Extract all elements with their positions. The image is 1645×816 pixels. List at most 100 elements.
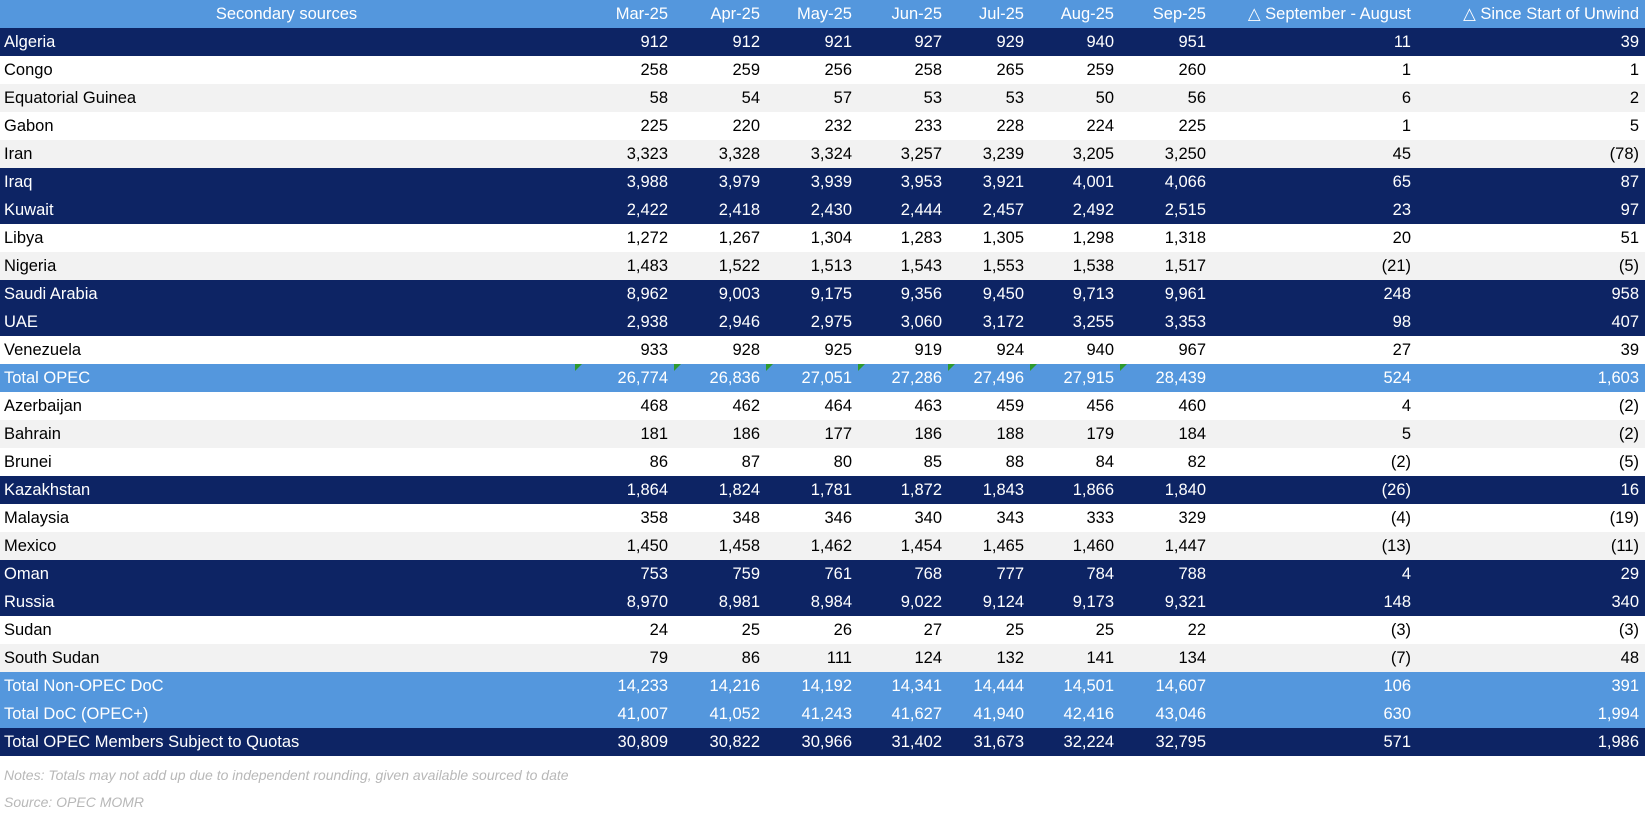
table-cell: 784 — [1030, 560, 1120, 588]
table-cell: 921 — [766, 28, 858, 56]
table-cell: 30,822 — [674, 728, 766, 756]
table-cell: 65 — [1212, 168, 1417, 196]
table-cell: 2,430 — [766, 196, 858, 224]
row-label: Russia — [0, 588, 575, 616]
table-cell: 463 — [858, 392, 948, 420]
table-cell: 1,824 — [674, 476, 766, 504]
table-cell: 53 — [858, 84, 948, 112]
row-label: Algeria — [0, 28, 575, 56]
table-cell: 1,538 — [1030, 252, 1120, 280]
table-cell: 260 — [1120, 56, 1212, 84]
table-cell: 1,994 — [1417, 700, 1645, 728]
header-change-since-unwind: △ Since Start of Unwind — [1417, 0, 1645, 28]
table-row: Iran 3,323 3,328 3,324 3,257 3,239 3,205 3,250 4… — [0, 140, 1645, 168]
table-cell: 346 — [766, 504, 858, 532]
table-cell: 912 — [575, 28, 674, 56]
table-cell: 51 — [1417, 224, 1645, 252]
table-cell: 26,774 — [575, 364, 674, 392]
table-cell: 8,984 — [766, 588, 858, 616]
table-cell: 80 — [766, 448, 858, 476]
table-cell: 85 — [858, 448, 948, 476]
table-cell: 333 — [1030, 504, 1120, 532]
table-cell: 3,939 — [766, 168, 858, 196]
table-cell: 14,216 — [674, 672, 766, 700]
table-cell: 97 — [1417, 196, 1645, 224]
table-cell: (3) — [1212, 616, 1417, 644]
table-cell: 912 — [674, 28, 766, 56]
row-label: UAE — [0, 308, 575, 336]
table-cell: 23 — [1212, 196, 1417, 224]
table-cell: 2,418 — [674, 196, 766, 224]
table-cell: 340 — [858, 504, 948, 532]
table-cell: 4 — [1212, 560, 1417, 588]
table-cell: 5 — [1212, 420, 1417, 448]
table-cell: (5) — [1417, 252, 1645, 280]
row-label: Gabon — [0, 112, 575, 140]
table-cell: 3,328 — [674, 140, 766, 168]
row-label: South Sudan — [0, 644, 575, 672]
table-cell: 1,513 — [766, 252, 858, 280]
table-cell: 186 — [674, 420, 766, 448]
row-label: Equatorial Guinea — [0, 84, 575, 112]
table-cell: 41,940 — [948, 700, 1030, 728]
table-cell: 3,953 — [858, 168, 948, 196]
table-cell: 933 — [575, 336, 674, 364]
row-label: Nigeria — [0, 252, 575, 280]
table-cell: 1,864 — [575, 476, 674, 504]
table-cell: 27 — [858, 616, 948, 644]
table-cell: 1,872 — [858, 476, 948, 504]
table-cell: 2,492 — [1030, 196, 1120, 224]
table-row: Saudi Arabia 8,962 9,003 9,175 9,356 9,450 9,7… — [0, 280, 1645, 308]
header-row: Secondary sources Mar-25 Apr-25 May-25 J… — [0, 0, 1645, 28]
table-cell: 220 — [674, 112, 766, 140]
table-cell: 462 — [674, 392, 766, 420]
table-cell: 1,986 — [1417, 728, 1645, 756]
row-label: Saudi Arabia — [0, 280, 575, 308]
table-cell: 1 — [1417, 56, 1645, 84]
table-cell: (13) — [1212, 532, 1417, 560]
table-cell: 788 — [1120, 560, 1212, 588]
table-cell: 42,416 — [1030, 700, 1120, 728]
table-cell: 1,843 — [948, 476, 1030, 504]
table-body: Algeria 912 912 921 927 929 940 951 11 39 Congo 258… — [0, 28, 1645, 756]
table-cell: 343 — [948, 504, 1030, 532]
table-cell: 1,517 — [1120, 252, 1212, 280]
row-label: Malaysia — [0, 504, 575, 532]
source-text: Source: OPEC MOMR — [4, 794, 145, 810]
table-cell: 111 — [766, 644, 858, 672]
table-cell: 30,809 — [575, 728, 674, 756]
table-cell: 2,515 — [1120, 196, 1212, 224]
table-cell: 1,304 — [766, 224, 858, 252]
table-cell: 1,781 — [766, 476, 858, 504]
table-cell: 106 — [1212, 672, 1417, 700]
table-cell: 2,938 — [575, 308, 674, 336]
table-cell: (2) — [1212, 448, 1417, 476]
table-cell: 228 — [948, 112, 1030, 140]
row-label: Kuwait — [0, 196, 575, 224]
table-cell: 348 — [674, 504, 766, 532]
table-cell: 1,458 — [674, 532, 766, 560]
table-cell: 3,988 — [575, 168, 674, 196]
table-cell: 3,205 — [1030, 140, 1120, 168]
table-cell: 26,836 — [674, 364, 766, 392]
row-label: Iran — [0, 140, 575, 168]
row-label: Kazakhstan — [0, 476, 575, 504]
header-mar-25: Mar-25 — [575, 0, 674, 28]
row-label: Mexico — [0, 532, 575, 560]
table-cell: (21) — [1212, 252, 1417, 280]
table-cell: 3,979 — [674, 168, 766, 196]
table-cell: 3,239 — [948, 140, 1030, 168]
table-cell: 30,966 — [766, 728, 858, 756]
table-cell: 329 — [1120, 504, 1212, 532]
table-cell: 9,321 — [1120, 588, 1212, 616]
table-cell: 82 — [1120, 448, 1212, 476]
table-cell: 27,286 — [858, 364, 948, 392]
table-cell: 8,962 — [575, 280, 674, 308]
table-cell: 88 — [948, 448, 1030, 476]
table-cell: 258 — [858, 56, 948, 84]
row-label: Azerbaijan — [0, 392, 575, 420]
table-cell: 524 — [1212, 364, 1417, 392]
table-row: Kazakhstan 1,864 1,824 1,781 1,872 1,843 1,866… — [0, 476, 1645, 504]
table-cell: 225 — [575, 112, 674, 140]
notes-text: Notes: Totals may not add up due to inde… — [4, 767, 569, 783]
